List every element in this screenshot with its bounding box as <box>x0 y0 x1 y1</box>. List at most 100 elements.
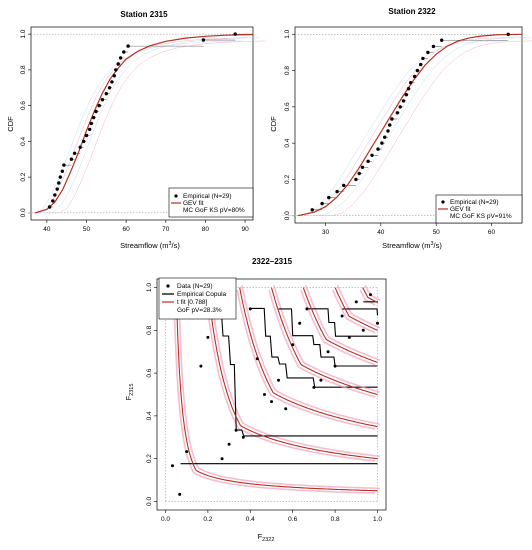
empirical-point <box>89 121 94 126</box>
data-point <box>298 321 302 325</box>
copula-ylabel: F2315 <box>124 384 135 401</box>
empirical-point <box>335 189 339 194</box>
simulation-band <box>314 40 532 216</box>
data-point <box>220 457 224 461</box>
empirical-point <box>380 141 384 145</box>
simulation-band <box>40 37 259 214</box>
data-point <box>361 328 365 332</box>
data-point <box>277 378 280 382</box>
legend-entry: MC GoF KS pV=80% <box>183 207 245 214</box>
empirical-point <box>506 32 510 36</box>
t-fit-contour <box>302 287 378 363</box>
station-2315-title: Station 2315 <box>120 10 168 19</box>
legend-entry: Empirical (N=29) <box>183 193 232 200</box>
legend-marker-empirical <box>174 194 178 198</box>
legend-box <box>168 187 254 218</box>
empirical-point <box>88 127 92 132</box>
station-2322-title: Station 2322 <box>388 7 436 16</box>
x-tick-label: 40 <box>43 226 51 233</box>
data-point <box>241 435 245 439</box>
empirical-point <box>383 135 387 139</box>
empirical-point <box>233 32 237 36</box>
data-point <box>255 357 259 361</box>
empirical-point <box>342 183 346 188</box>
simulation-band <box>359 289 376 306</box>
copula-title: 2322–2315 <box>252 257 293 266</box>
t-fit-contour <box>362 287 378 304</box>
empirical-point <box>357 171 361 176</box>
empirical-point <box>116 62 120 66</box>
data-point <box>369 293 372 297</box>
empirical-point <box>390 117 394 121</box>
t-fit-contour <box>270 287 378 396</box>
simulation-band <box>172 289 376 494</box>
data-point <box>178 492 182 496</box>
empirical-point <box>419 62 423 67</box>
simulation-band <box>273 284 381 393</box>
data-point <box>305 307 309 311</box>
y-tick-label: 0.8 <box>284 66 291 75</box>
data-point <box>376 321 379 325</box>
empirical-point <box>60 169 64 173</box>
simulation-band <box>23 40 242 214</box>
empirical-copula-contour <box>250 307 378 388</box>
simulation-band <box>331 289 376 334</box>
empirical-point <box>401 99 406 103</box>
empirical-point <box>122 50 126 54</box>
data-point <box>270 400 273 404</box>
empirical-point <box>412 74 417 79</box>
data-point <box>248 307 252 311</box>
legend-entry: Empirical (N=29) <box>450 199 499 206</box>
simulation-band <box>364 284 381 301</box>
x-tick-label: 50 <box>83 226 91 233</box>
legend-entry: GoF pV=28.3% <box>177 307 222 314</box>
empirical-point <box>53 193 57 197</box>
simulation-band <box>336 284 381 329</box>
y-tick-label: 0.6 <box>20 101 27 110</box>
x-tick-label: 80 <box>202 226 210 233</box>
copula-plot-area: 0.0 0.2 0.4 0.6 0.8 1.0 0.0 0.2 0.4 0.6 0.8 1.0 <box>146 278 387 523</box>
legend-box <box>158 277 237 320</box>
station-2322-panel: 30 40 50 600.00.20.40.60.81.0 Station 2322 … <box>269 7 532 250</box>
empirical-point <box>426 50 430 55</box>
x-tick-label: 50 <box>433 229 441 236</box>
x-tick-label: 70 <box>162 226 170 233</box>
empirical-point <box>370 153 374 157</box>
empirical-point <box>415 68 420 73</box>
x-tick-label: 1.0 <box>373 516 382 523</box>
empirical-point <box>114 68 118 72</box>
y-tick-label: 0.4 <box>20 136 27 145</box>
gev-fit-curve <box>297 33 523 217</box>
data-point <box>354 300 358 304</box>
t-fit-contour <box>175 287 378 492</box>
empirical-point <box>62 163 66 167</box>
data-point <box>291 343 295 347</box>
empirical-point <box>404 93 408 97</box>
data-point <box>333 364 337 368</box>
y-tick-label: 1.0 <box>146 283 153 292</box>
empirical-point <box>118 56 123 60</box>
empirical-point <box>104 92 109 96</box>
empirical-point <box>354 177 358 182</box>
empirical-point <box>126 44 130 48</box>
y-tick-label: 1.0 <box>284 29 291 38</box>
x-tick-label: 60 <box>123 226 131 233</box>
t-fit-contour <box>334 287 378 331</box>
data-point <box>206 335 210 339</box>
empirical-copula-contour <box>278 308 378 367</box>
x-tick-label: 0.2 <box>203 516 212 523</box>
x-tick-label: 90 <box>241 226 249 233</box>
empirical-point <box>440 38 444 42</box>
data-point <box>199 364 203 368</box>
x-tick-label: 0.8 <box>331 516 340 523</box>
simulation-band <box>241 285 381 425</box>
legend-marker-empirical <box>441 200 445 204</box>
empirical-point <box>201 38 206 42</box>
empirical-point <box>84 133 89 138</box>
empirical-point <box>97 103 101 108</box>
legend-entry: GEV fit <box>183 200 204 207</box>
copula-legend: Data (N=29) Empirical Copula t fit [0.78… <box>158 277 237 320</box>
empirical-point <box>388 123 392 127</box>
simulation-band <box>46 40 265 214</box>
simulation-band <box>304 284 381 361</box>
